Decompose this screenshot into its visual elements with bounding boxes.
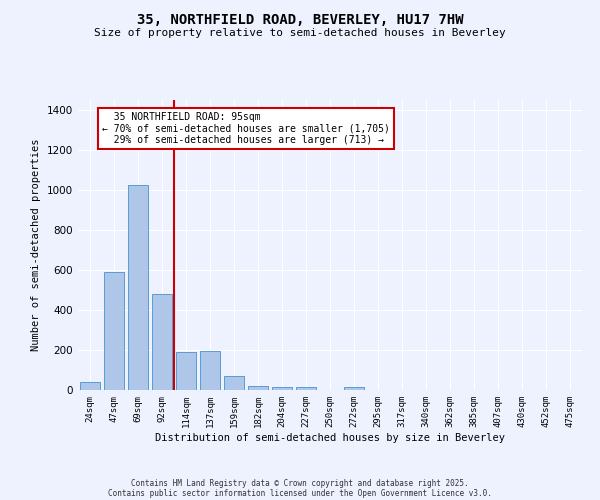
Text: 35 NORTHFIELD ROAD: 95sqm
← 70% of semi-detached houses are smaller (1,705)
  29: 35 NORTHFIELD ROAD: 95sqm ← 70% of semi-… [102, 112, 390, 145]
Bar [176, 352, 196, 390]
Text: Contains public sector information licensed under the Open Government Licence v3: Contains public sector information licen… [108, 488, 492, 498]
Y-axis label: Number of semi-detached properties: Number of semi-detached properties [31, 138, 41, 352]
Text: 35, NORTHFIELD ROAD, BEVERLEY, HU17 7HW: 35, NORTHFIELD ROAD, BEVERLEY, HU17 7HW [137, 12, 463, 26]
Bar [80, 382, 100, 390]
Bar [248, 386, 268, 390]
X-axis label: Distribution of semi-detached houses by size in Beverley: Distribution of semi-detached houses by … [155, 432, 505, 442]
Bar [128, 185, 148, 390]
Bar [344, 387, 364, 390]
Bar [296, 387, 316, 390]
Text: Contains HM Land Registry data © Crown copyright and database right 2025.: Contains HM Land Registry data © Crown c… [131, 478, 469, 488]
Bar [152, 294, 172, 390]
Bar [104, 272, 124, 390]
Bar [272, 387, 292, 390]
Text: Size of property relative to semi-detached houses in Beverley: Size of property relative to semi-detach… [94, 28, 506, 38]
Bar [200, 351, 220, 390]
Bar [224, 376, 244, 390]
